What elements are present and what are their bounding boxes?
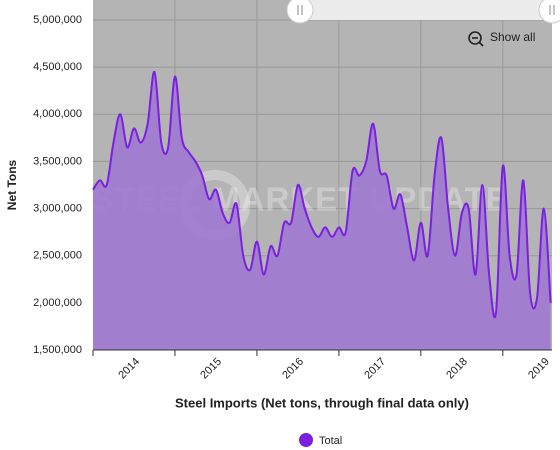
zoom-icon — [468, 31, 482, 45]
y-axis-title: Net Tons — [5, 159, 19, 210]
x-tick-label: 2016 — [280, 356, 306, 382]
y-tick-label: 4,500,000 — [33, 61, 82, 73]
y-tick-label: 4,000,000 — [33, 108, 82, 120]
area — [93, 71, 551, 351]
y-tick-label: 3,500,000 — [33, 155, 82, 167]
legend-label: Total — [319, 435, 342, 447]
line — [92, 70, 552, 319]
x-tick-label: 2014 — [116, 356, 142, 382]
x-tick-label: 2019 — [526, 356, 552, 382]
x-axis-title: Steel Imports (Net tons, through final d… — [175, 395, 469, 410]
navigator-handle — [286, 0, 314, 24]
x-tick-label: 2018 — [444, 356, 470, 382]
y-tick-label: 2,500,000 — [33, 250, 82, 262]
navigator — [300, 0, 552, 20]
y-tick-label: 5,000,000 — [33, 14, 82, 26]
x-tick-label: 2015 — [198, 356, 224, 382]
x-tick-label: 2017 — [362, 356, 388, 382]
legend-swatch — [299, 433, 313, 447]
y-tick-label: 3,000,000 — [33, 202, 82, 214]
zoom-icon — [478, 41, 484, 47]
show-all-button[interactable]: Show all — [468, 30, 535, 47]
y-tick-label: 2,000,000 — [33, 297, 82, 309]
y-tick-label: 1,500,000 — [33, 344, 82, 356]
show-all-label: Show all — [490, 30, 535, 44]
